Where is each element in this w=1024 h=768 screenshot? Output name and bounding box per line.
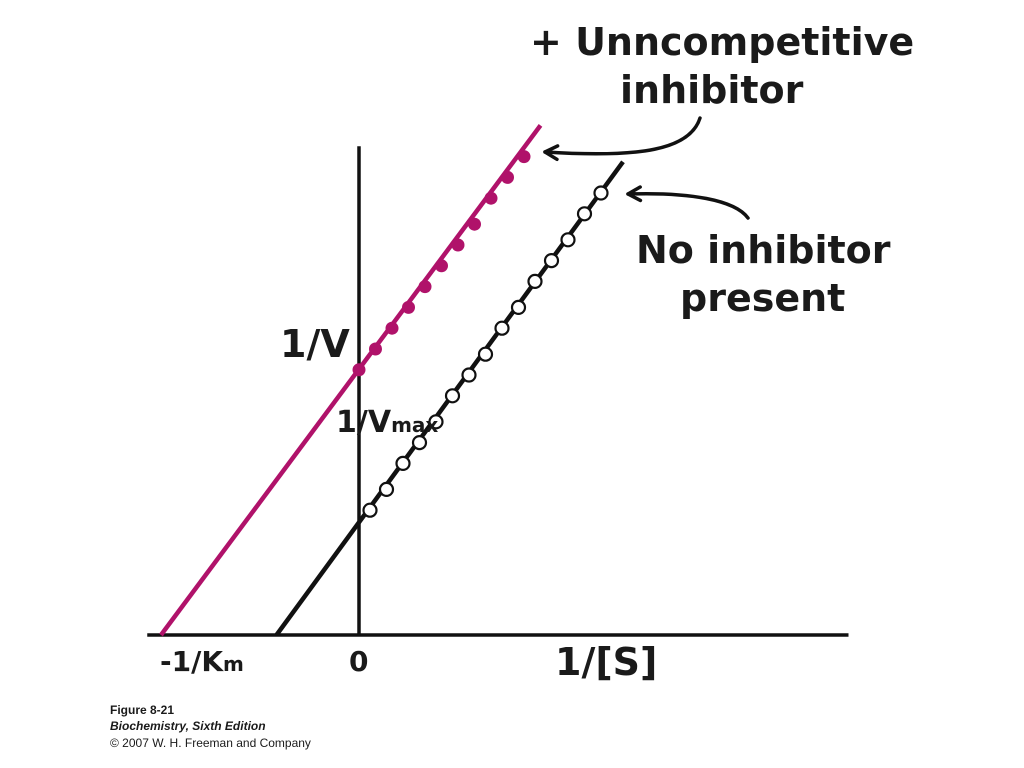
- inhibitor-arrow-curve: [543, 116, 702, 156]
- vmax-label: 1/Vmax: [336, 405, 438, 440]
- series-points: [352, 150, 609, 518]
- annotation-arrows: [543, 116, 750, 220]
- inhibitor-data-point-1: [352, 363, 366, 377]
- inhibitor-data-point-4: [402, 300, 415, 314]
- no-inhibitor-data-point-11: [527, 273, 543, 289]
- inhibitor-series-line: [159, 124, 543, 637]
- no-inhibitor-data-point-1: [362, 502, 378, 518]
- vmax-label-subscript: max: [391, 413, 439, 437]
- inhibitor-data-point-2: [369, 342, 382, 356]
- inhibitor-annotation-line1: + Unncompetitive: [530, 20, 915, 64]
- no-inhibitor-data-point-9: [494, 320, 510, 336]
- no-inhibitor-arrow-head: [626, 185, 643, 203]
- km-label-subscript: m: [223, 652, 244, 676]
- no-inhibitor-data-point-13: [560, 232, 576, 248]
- inhibitor-data-point-9: [484, 191, 498, 205]
- inhibitor-data-point-3: [385, 321, 399, 335]
- inhibitor-data-point-7: [451, 238, 465, 252]
- no-inhibitor-annotation-line1: No inhibitor: [636, 228, 891, 272]
- inhibitor-data-point-11: [517, 150, 531, 164]
- inhibitor-data-point-8: [468, 217, 481, 231]
- no-inhibitor-data-point-4: [411, 435, 428, 451]
- origin-label: 0: [349, 645, 369, 678]
- no-inhibitor-annotation-line2: present: [680, 276, 846, 320]
- figure-number: Figure 8-21: [110, 703, 175, 717]
- x-axis-label: 1/[S]: [555, 640, 658, 684]
- no-inhibitor-data-point-7: [461, 367, 477, 383]
- km-label-main: -1/K: [160, 645, 224, 678]
- no-inhibitor-data-point-12: [543, 253, 560, 269]
- book-title: Biochemistry, Sixth Edition: [110, 719, 266, 733]
- no-inhibitor-data-point-3: [395, 455, 411, 471]
- series-lines: [159, 124, 625, 637]
- no-inhibitor-data-point-6: [444, 388, 461, 404]
- no-inhibitor-data-point-2: [378, 481, 395, 497]
- axes: [147, 146, 849, 637]
- copyright-notice: © 2007 W. H. Freeman and Company: [110, 736, 311, 750]
- no-inhibitor-data-point-8: [477, 346, 494, 362]
- inhibitor-arrow-head: [543, 144, 560, 162]
- no-inhibitor-data-point-10: [510, 299, 527, 315]
- inhibitor-annotation-line2: inhibitor: [620, 68, 804, 112]
- no-inhibitor-data-point-14: [576, 206, 593, 222]
- inhibitor-data-point-6: [435, 259, 448, 273]
- no-inhibitor-arrow-curve: [626, 191, 750, 220]
- inhibitor-data-point-10: [501, 170, 514, 184]
- vmax-label-main: 1/V: [336, 405, 392, 440]
- no-inhibitor-data-point-15: [593, 185, 609, 201]
- y-axis-label: 1/V: [280, 322, 350, 366]
- no-inhibitor-data-point-5: [428, 414, 444, 430]
- km-label: -1/Km: [160, 645, 244, 678]
- inhibitor-data-point-5: [418, 280, 432, 294]
